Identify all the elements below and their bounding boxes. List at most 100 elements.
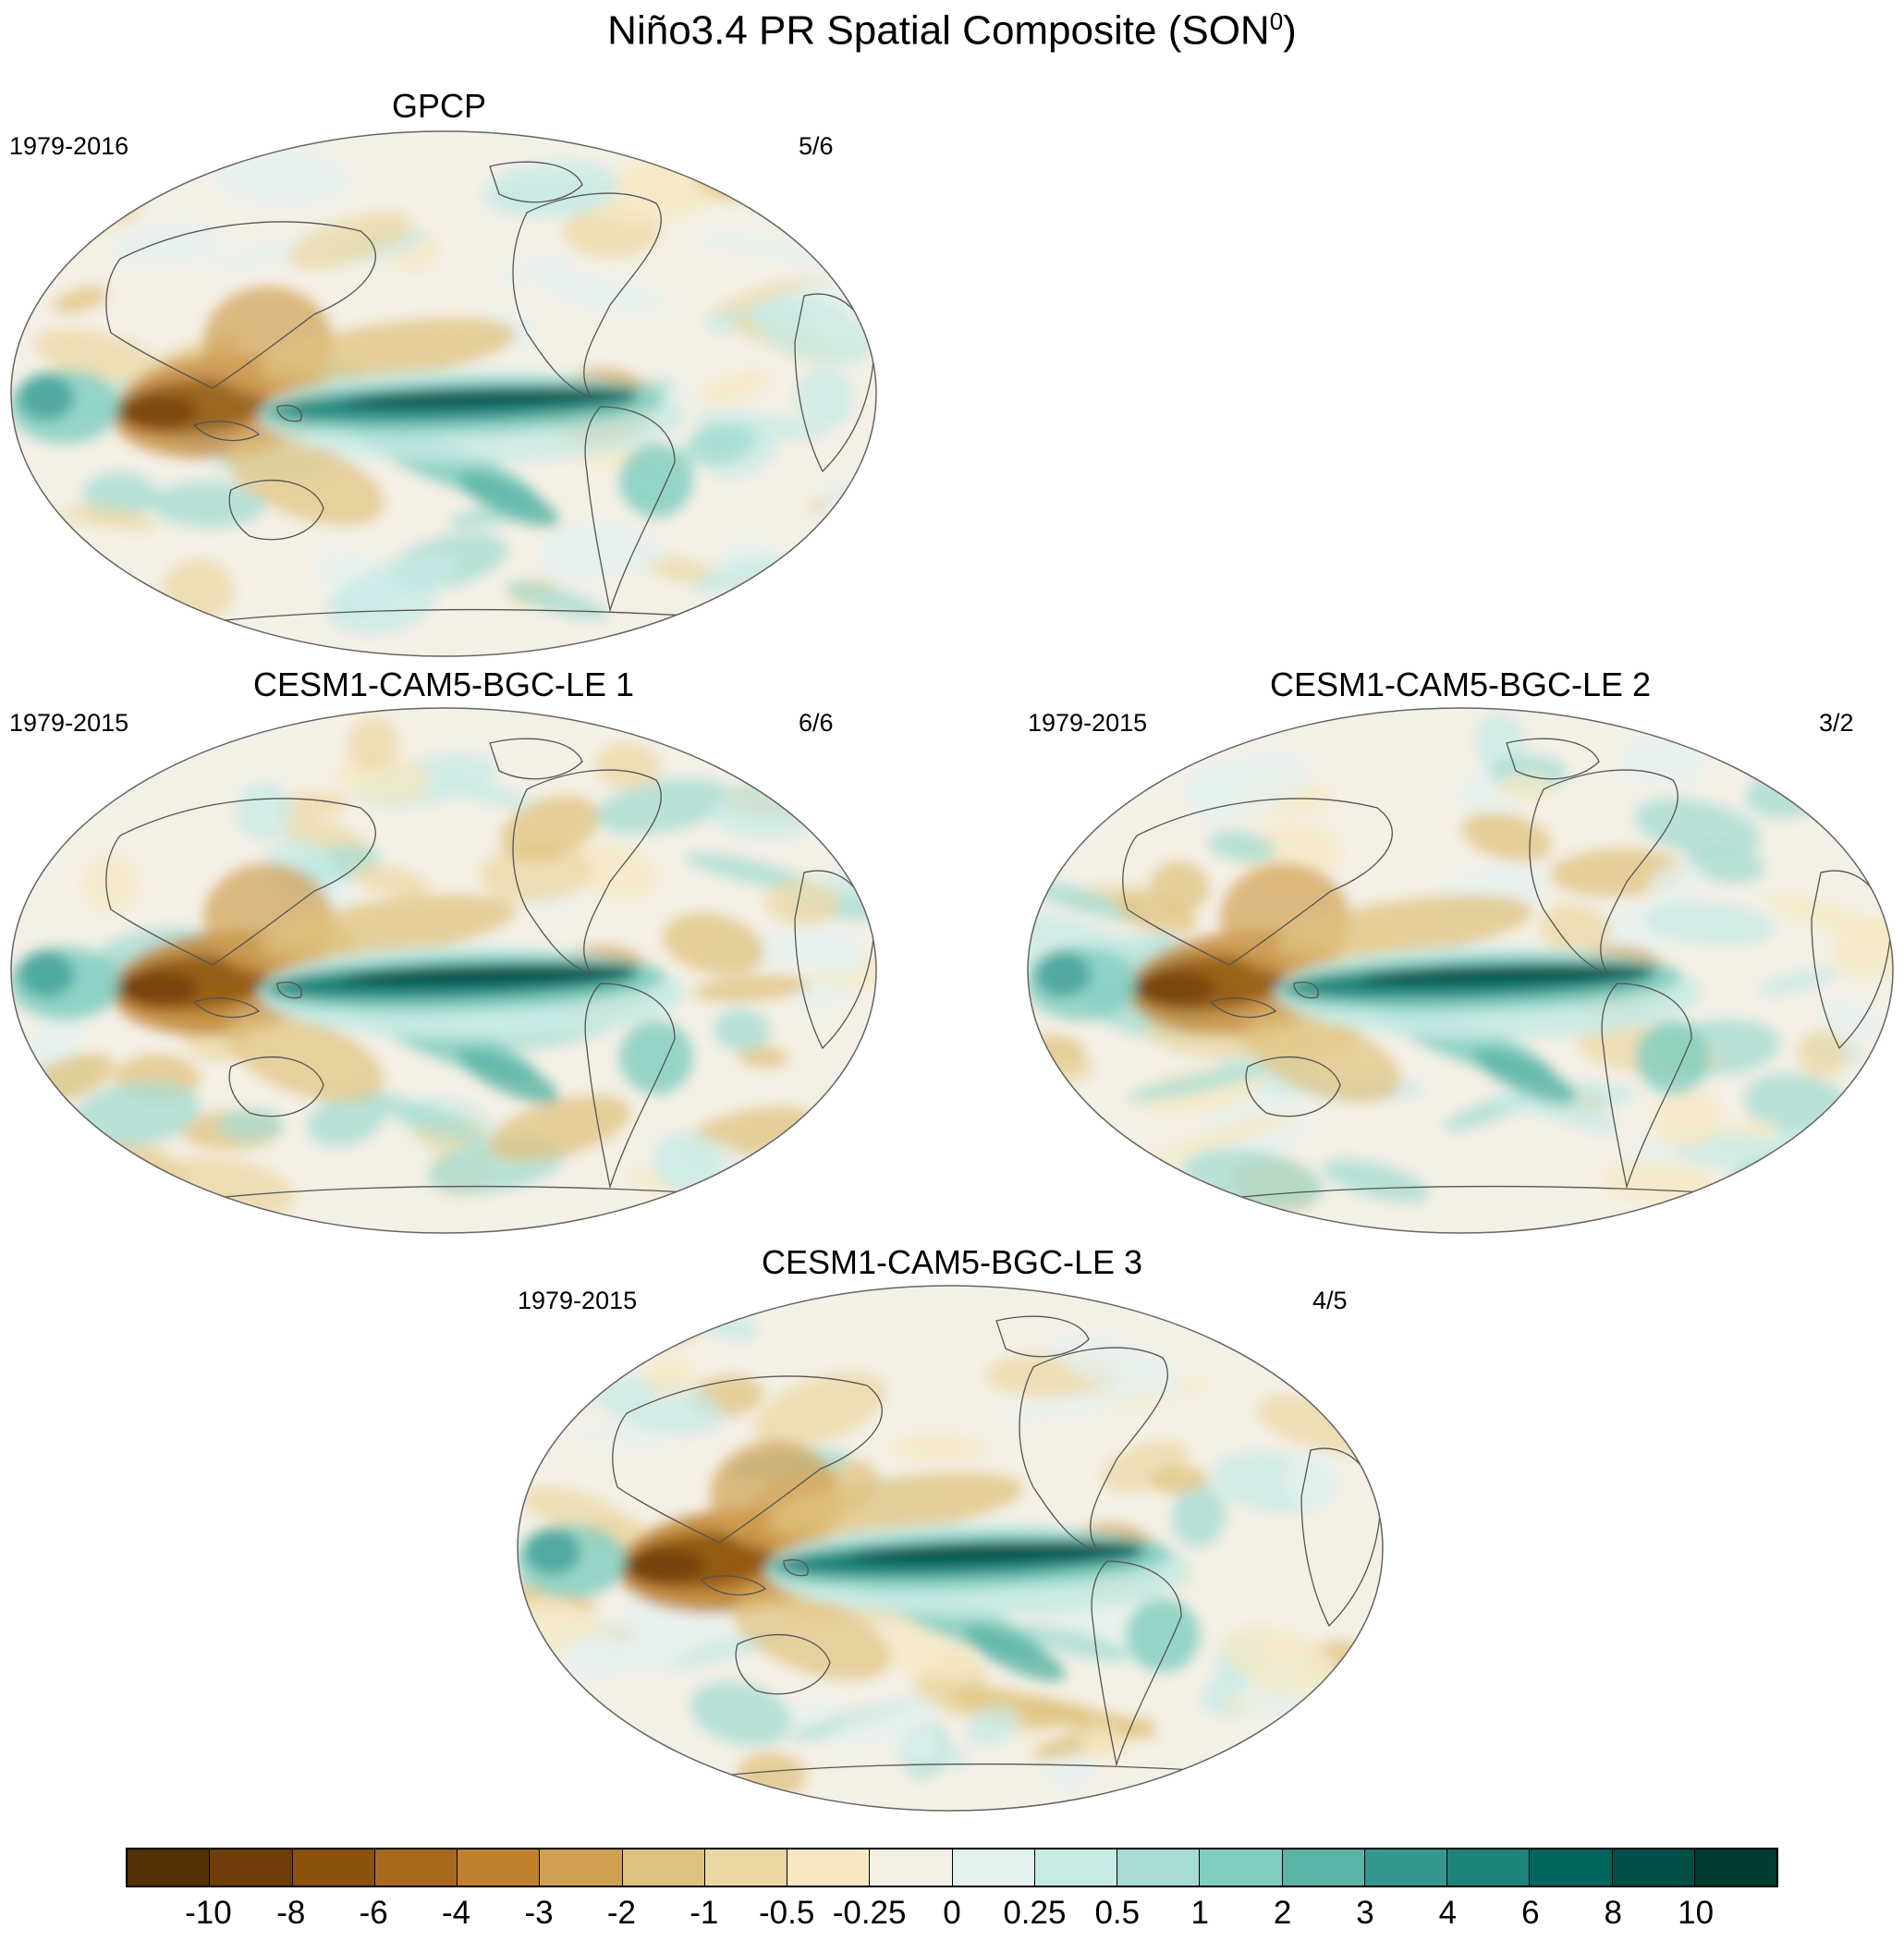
colorbar-label: -0.5: [759, 1895, 815, 1931]
map-outline: [10, 707, 877, 1234]
colorbar-label: -6: [359, 1895, 388, 1931]
colorbar-label: 6: [1521, 1895, 1540, 1931]
colorbar-label: -2: [606, 1895, 636, 1931]
precip-anomaly: [1061, 712, 1178, 779]
colorbar-box: [622, 1849, 705, 1886]
coastline: [699, 1575, 767, 1596]
precip-anomaly: [1050, 1333, 1185, 1398]
wet-anomaly: [458, 1047, 559, 1105]
precip-anomaly: [1736, 1178, 1864, 1212]
precip-anomaly: [595, 742, 661, 790]
precip-anomaly: [1114, 893, 1198, 934]
colorbar-label: 3: [1356, 1895, 1374, 1931]
panel-years-le3: 1979-2015: [518, 1287, 638, 1314]
colorbar-box: [1034, 1849, 1117, 1886]
colorbar-label: 0: [943, 1895, 961, 1931]
coastline: [1209, 997, 1277, 1019]
colorbar-box: [1530, 1849, 1613, 1886]
wet-tongue: [1359, 963, 1654, 985]
coastline: [105, 221, 376, 389]
precip-anomaly: [110, 222, 224, 269]
colorbar-box: [210, 1849, 293, 1886]
precip-anomaly: [691, 556, 784, 594]
map-outline: [10, 130, 877, 657]
figure-title: Niño3.4 PR Spatial Composite (SON0): [607, 7, 1297, 54]
precip-anomaly: [1017, 1624, 1130, 1662]
colorbar-label: 0.25: [1003, 1895, 1067, 1931]
colorbar-label: -10: [185, 1895, 232, 1931]
coastline: [612, 1375, 883, 1544]
precip-anomaly: [45, 169, 138, 189]
colorbar-box: [1117, 1849, 1201, 1886]
precip-anomaly: [355, 1089, 482, 1141]
coastline: [584, 406, 676, 613]
dry-anomaly: [116, 971, 199, 1005]
wet-anomaly: [1636, 1020, 1710, 1094]
panel-count-le2: 3/2: [1819, 709, 1854, 737]
coastline: [1506, 738, 1600, 780]
colorbar-box: [1364, 1849, 1447, 1886]
precip-anomaly: [11, 518, 69, 549]
colorbar-box: [787, 1849, 871, 1886]
wet-anomaly: [1035, 951, 1091, 997]
precip-anomaly: [1647, 863, 1703, 904]
map-panel-le1: [10, 707, 877, 1234]
panel-title-le1: CESM1-CAM5-BGC-LE 1: [252, 665, 635, 703]
precip-anomaly: [891, 1720, 939, 1766]
precip-anomaly: [598, 1375, 725, 1435]
coastline: [228, 479, 324, 541]
dry-anomaly: [1242, 1012, 1401, 1103]
precip-anomaly: [891, 1433, 988, 1463]
dry-anomaly: [260, 895, 517, 961]
coastline: [192, 421, 261, 442]
precip-anomaly: [780, 1700, 842, 1727]
precip-anomaly: [795, 368, 854, 429]
dry-anomaly: [260, 318, 517, 385]
precip-anomaly: [1222, 1625, 1339, 1695]
panel-title-le2: CESM1-CAM5-BGC-LE 2: [1269, 665, 1652, 703]
panel-years-le1: 1979-2015: [9, 709, 129, 737]
coastline: [276, 982, 302, 999]
dry-anomaly: [226, 1012, 384, 1103]
dry-anomaly: [622, 1549, 705, 1582]
precip-anomaly: [211, 146, 353, 208]
dry-anomaly: [766, 1472, 1023, 1539]
precip-anomaly: [1150, 1467, 1209, 1495]
precip-anomaly: [999, 1389, 1136, 1424]
precip-anomaly: [690, 1680, 793, 1747]
precip-anomaly: [755, 163, 837, 185]
wet-anomaly: [1474, 1047, 1576, 1105]
wet-anomaly: [458, 470, 559, 528]
colorbar-box: [292, 1849, 375, 1886]
dry-anomaly: [116, 395, 199, 428]
map-panel-le3: [517, 1285, 1384, 1812]
wet-tongue: [342, 963, 638, 985]
map-outline: [517, 1285, 1384, 1812]
precip-anomaly: [1633, 798, 1762, 858]
precip-anomaly: [11, 763, 111, 813]
precip-anomaly: [571, 842, 659, 900]
precip-anomaly: [500, 795, 600, 861]
precip-anomaly: [235, 782, 294, 841]
precip-anomaly: [765, 880, 840, 926]
dry-anomaly: [732, 1590, 891, 1680]
panel-title-gpcp: GPCP: [391, 87, 487, 125]
precip-anomaly: [82, 853, 140, 913]
colorbar-box: [1282, 1849, 1365, 1886]
colorbar-label: 8: [1604, 1895, 1622, 1931]
precip-anomaly: [1764, 893, 1893, 943]
colorbar-label: -1: [690, 1895, 719, 1931]
colorbar-box: [1200, 1849, 1283, 1886]
precip-anomaly: [487, 1095, 631, 1162]
precip-anomaly: [1540, 903, 1612, 958]
wet-anomaly: [18, 951, 74, 997]
precip-anomaly: [81, 471, 158, 519]
coastline: [584, 983, 676, 1190]
coastline: [489, 161, 583, 203]
dry-anomaly: [1132, 971, 1215, 1005]
coastline: [1019, 1347, 1168, 1554]
colorbar-label: 2: [1273, 1895, 1292, 1931]
colorbar-labels: -10 -8 -6 -4 -3 -2 -1 -0.5 -0.25 0 0.25 0.5 1 2 3 4 6 8 10: [0, 1895, 1904, 1941]
coastline: [105, 798, 376, 966]
coastline: [1529, 769, 1678, 976]
